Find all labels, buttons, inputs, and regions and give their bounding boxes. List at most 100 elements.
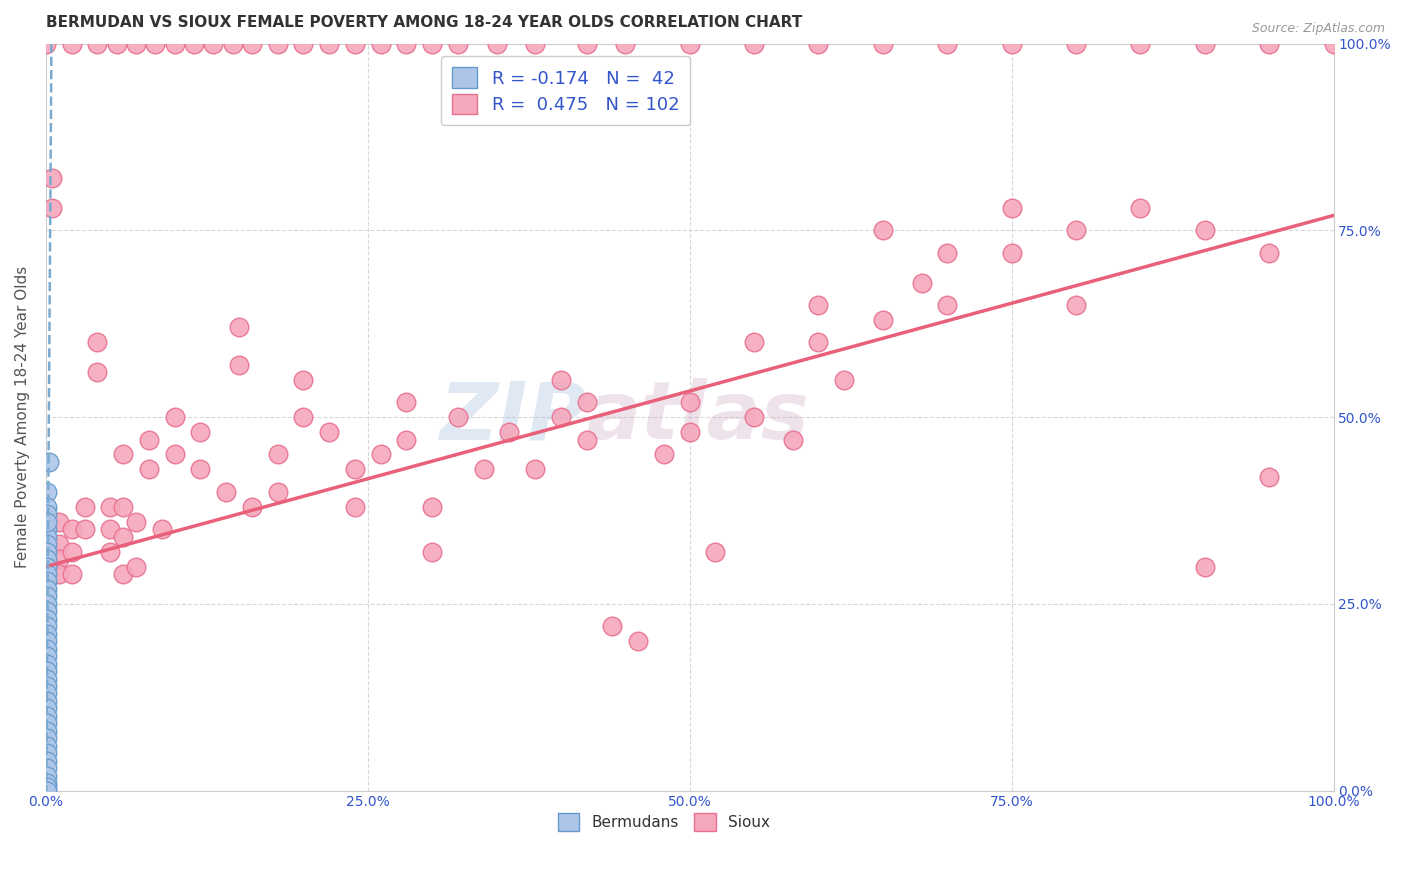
Point bbox=[370, 447, 392, 461]
Point bbox=[37, 522, 59, 536]
Point bbox=[37, 672, 59, 686]
Point bbox=[138, 433, 160, 447]
Point bbox=[41, 201, 63, 215]
Point bbox=[37, 723, 59, 738]
Point bbox=[1001, 245, 1024, 260]
Point bbox=[679, 37, 702, 51]
Point bbox=[163, 37, 186, 51]
Point bbox=[37, 530, 59, 544]
Point bbox=[37, 612, 59, 626]
Point bbox=[98, 522, 121, 536]
Point bbox=[125, 37, 148, 51]
Point bbox=[742, 37, 765, 51]
Point bbox=[807, 37, 830, 51]
Point bbox=[742, 335, 765, 350]
Point bbox=[37, 694, 59, 708]
Text: atlas: atlas bbox=[586, 378, 810, 456]
Point bbox=[420, 37, 443, 51]
Point bbox=[37, 597, 59, 611]
Point bbox=[228, 320, 250, 334]
Point bbox=[145, 37, 167, 51]
Point bbox=[936, 245, 959, 260]
Point bbox=[190, 462, 212, 476]
Text: Source: ZipAtlas.com: Source: ZipAtlas.com bbox=[1251, 22, 1385, 36]
Point bbox=[48, 515, 70, 529]
Point bbox=[395, 433, 418, 447]
Point bbox=[150, 522, 173, 536]
Point bbox=[86, 37, 108, 51]
Point bbox=[183, 37, 205, 51]
Point bbox=[37, 709, 59, 723]
Point bbox=[60, 566, 83, 581]
Point bbox=[370, 37, 392, 51]
Point bbox=[1258, 245, 1281, 260]
Point bbox=[37, 537, 59, 551]
Point bbox=[37, 507, 59, 521]
Point bbox=[602, 619, 624, 633]
Point bbox=[73, 522, 96, 536]
Point bbox=[318, 37, 340, 51]
Point bbox=[37, 544, 59, 558]
Point bbox=[60, 37, 83, 51]
Point bbox=[679, 425, 702, 439]
Point bbox=[292, 373, 315, 387]
Point bbox=[37, 626, 59, 640]
Point bbox=[37, 574, 59, 589]
Legend: Bermudans, Sioux: Bermudans, Sioux bbox=[553, 807, 776, 837]
Point bbox=[48, 566, 70, 581]
Point bbox=[86, 365, 108, 379]
Point bbox=[37, 649, 59, 664]
Point bbox=[37, 582, 59, 596]
Point bbox=[228, 358, 250, 372]
Text: ZIP: ZIP bbox=[439, 378, 586, 456]
Point bbox=[292, 37, 315, 51]
Point bbox=[1258, 37, 1281, 51]
Point bbox=[37, 739, 59, 753]
Point bbox=[782, 433, 804, 447]
Point bbox=[575, 433, 598, 447]
Point bbox=[125, 559, 148, 574]
Point bbox=[343, 462, 366, 476]
Point bbox=[37, 780, 59, 794]
Point bbox=[48, 537, 70, 551]
Point bbox=[652, 447, 675, 461]
Point bbox=[221, 37, 243, 51]
Point bbox=[343, 500, 366, 514]
Point bbox=[267, 447, 290, 461]
Point bbox=[420, 500, 443, 514]
Point bbox=[1129, 37, 1152, 51]
Point bbox=[1322, 37, 1344, 51]
Point bbox=[163, 447, 186, 461]
Point bbox=[1001, 201, 1024, 215]
Point bbox=[37, 686, 59, 700]
Point bbox=[267, 37, 290, 51]
Point bbox=[1194, 37, 1216, 51]
Point bbox=[910, 276, 932, 290]
Point bbox=[37, 566, 59, 581]
Point bbox=[807, 335, 830, 350]
Point bbox=[112, 530, 135, 544]
Point bbox=[37, 701, 59, 715]
Point bbox=[112, 447, 135, 461]
Point bbox=[215, 484, 238, 499]
Point bbox=[1001, 37, 1024, 51]
Point bbox=[37, 746, 59, 760]
Point bbox=[240, 37, 263, 51]
Point bbox=[98, 544, 121, 558]
Point bbox=[472, 462, 495, 476]
Point bbox=[936, 37, 959, 51]
Point bbox=[872, 223, 894, 237]
Point bbox=[485, 37, 508, 51]
Y-axis label: Female Poverty Among 18-24 Year Olds: Female Poverty Among 18-24 Year Olds bbox=[15, 266, 30, 568]
Point bbox=[37, 634, 59, 648]
Point bbox=[73, 500, 96, 514]
Point bbox=[627, 634, 650, 648]
Point bbox=[704, 544, 727, 558]
Point bbox=[202, 37, 225, 51]
Point bbox=[420, 544, 443, 558]
Point bbox=[318, 425, 340, 439]
Point bbox=[38, 455, 60, 469]
Point bbox=[60, 544, 83, 558]
Point bbox=[1258, 470, 1281, 484]
Point bbox=[37, 657, 59, 671]
